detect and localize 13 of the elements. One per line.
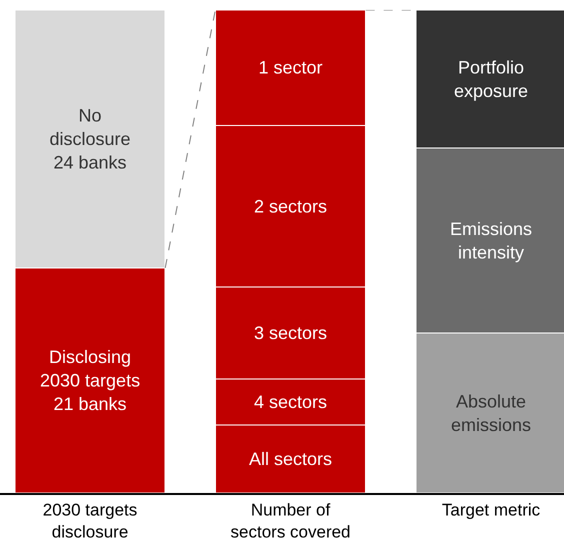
series-label: 1 sector <box>258 58 323 78</box>
series-label: No disclosure 24 banks <box>50 106 131 172</box>
x-tick-label: 2030 targets disclosure <box>42 500 138 542</box>
series-label: 2 sectors <box>254 196 328 216</box>
series-label: 3 sectors <box>254 323 328 344</box>
series-label: Absolute emissions <box>451 391 532 435</box>
series-label: Disclosing 2030 targets 21 banks <box>40 347 140 414</box>
x-tick-label: Number of sectors covered <box>230 500 351 542</box>
series-label: All sectors <box>249 448 332 469</box>
series-label: 4 sectors <box>254 392 328 412</box>
x-tick-label: Target metric <box>442 500 541 520</box>
series-label: Emissions intensity <box>450 218 532 262</box>
series-label: Portfolio exposure <box>454 57 528 101</box>
